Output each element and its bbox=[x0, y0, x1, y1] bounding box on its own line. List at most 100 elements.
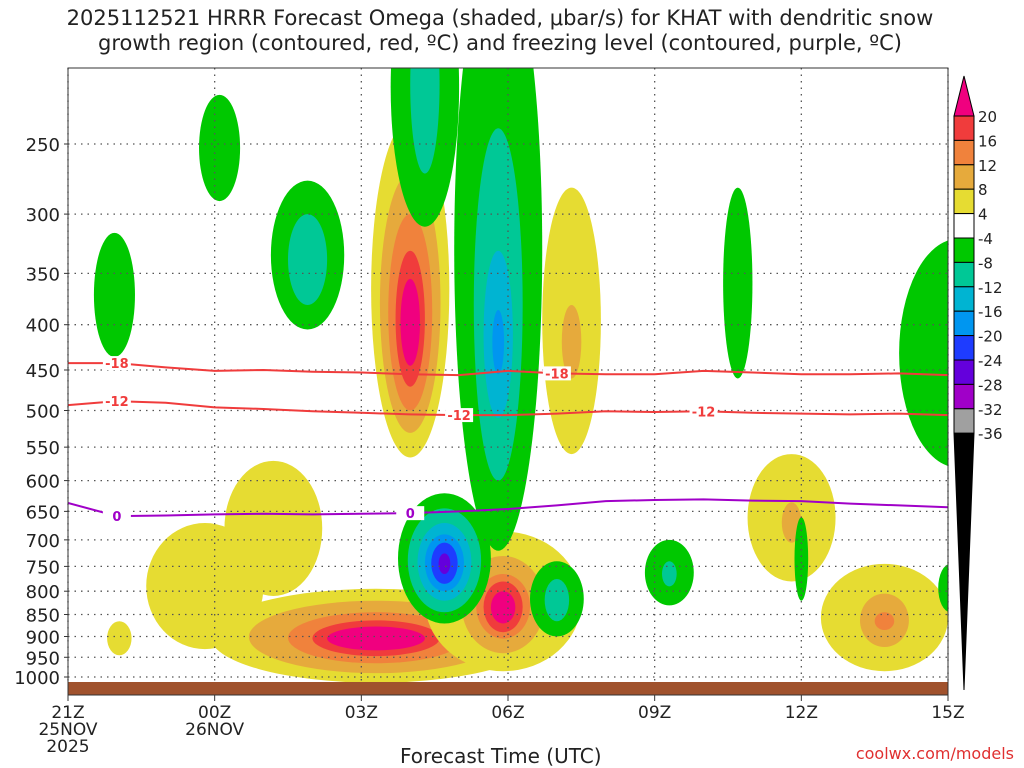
dgz-upper-label-1: -18 bbox=[545, 367, 569, 382]
upward-cell-upper-right-level-1 bbox=[561, 304, 582, 379]
dgz-lower-label-bg-2 bbox=[689, 404, 718, 419]
colorbar-label-7: -12 bbox=[978, 279, 1003, 297]
downward-cell-right-edge-level-0 bbox=[899, 240, 948, 466]
downward-cell-left bbox=[93, 232, 135, 357]
colorbar-label-9: -20 bbox=[978, 328, 1003, 346]
ytick-label-1000: 1000 bbox=[14, 668, 60, 689]
freezing-level-label-0: 0 bbox=[112, 510, 121, 525]
upward-cell-low-left-level-4 bbox=[327, 626, 425, 651]
downward-cell-0600-column-level-3 bbox=[492, 310, 505, 375]
dgz-upper-label-bg-0 bbox=[102, 356, 131, 371]
y-axis: 2503003504004505005506006507007508008509… bbox=[14, 135, 68, 689]
colorbar-bin-2 bbox=[953, 139, 975, 166]
upward-cell-small-left-level-0 bbox=[107, 621, 132, 656]
dgz-lower-label-bg-0 bbox=[102, 394, 131, 409]
colorbar-label-8: -16 bbox=[978, 303, 1003, 321]
dgz-lower-label-1: -12 bbox=[447, 409, 471, 424]
ytick-label-500: 500 bbox=[26, 402, 60, 423]
freezing-level-label-bg-1 bbox=[396, 506, 425, 521]
downward-cell-right-low-level-0 bbox=[938, 564, 948, 612]
downward-cell-low-mid bbox=[398, 493, 491, 624]
x-axis-label: Forecast Time (UTC) bbox=[400, 744, 602, 768]
downward-cell-1000 bbox=[723, 187, 753, 379]
freezing-level-label-bg-0 bbox=[102, 509, 131, 524]
dgz-upper-line bbox=[68, 362, 948, 377]
ytick-label-750: 750 bbox=[26, 557, 60, 578]
xtick-label-09Z-0: 09Z bbox=[638, 703, 671, 723]
title-line-2: growth region (contoured, red, ºC) and f… bbox=[98, 31, 902, 55]
ytick-label-350: 350 bbox=[26, 264, 60, 285]
ytick-label-300: 300 bbox=[26, 205, 60, 226]
downward-cell-upper-mid bbox=[270, 180, 345, 330]
xtick-label-21Z-0: 21Z bbox=[51, 703, 84, 723]
downward-cell-top-left-level-0 bbox=[199, 94, 241, 202]
downward-cell-0700 bbox=[530, 561, 584, 637]
title-line-1: 2025112521 HRRR Forecast Omega (shaded, … bbox=[66, 6, 934, 30]
colorbar-bin-3 bbox=[953, 164, 975, 190]
downward-cell-top bbox=[390, 68, 460, 227]
downward-cell-0700-level-1 bbox=[544, 578, 570, 622]
colorbar-bin-12 bbox=[953, 383, 975, 410]
colorbar-bin-13 bbox=[953, 408, 975, 434]
dgz-upper-label-bg-1 bbox=[542, 366, 571, 381]
colorbar-label-5: -4 bbox=[978, 230, 993, 248]
dgz-upper-label-0: -18 bbox=[105, 357, 129, 372]
downward-cell-right-edge bbox=[899, 240, 948, 466]
upward-cell-1300 bbox=[820, 563, 948, 672]
xtick-label-00Z-1: 26NOV bbox=[185, 720, 244, 740]
colorbar-label-0: 20 bbox=[978, 108, 997, 126]
ytick-label-800: 800 bbox=[26, 582, 60, 603]
downward-cell-0900-level-1 bbox=[662, 561, 677, 587]
xtick-label-00Z-0: 00Z bbox=[198, 703, 231, 723]
colorbar-bin-11 bbox=[953, 359, 975, 385]
colorbar-bin-9 bbox=[953, 310, 975, 337]
ytick-label-700: 700 bbox=[26, 531, 60, 552]
xtick-label-12Z-0: 12Z bbox=[785, 703, 818, 723]
colorbar-bottom-arrow bbox=[953, 432, 975, 691]
downward-cell-low-mid-level-5 bbox=[438, 553, 451, 575]
ytick-label-950: 950 bbox=[26, 648, 60, 669]
ytick-label-250: 250 bbox=[26, 135, 60, 156]
isotherm-contours: -18 -18 -12 -12 -12 0 0 bbox=[68, 356, 948, 525]
ytick-label-550: 550 bbox=[26, 438, 60, 459]
dgz-lower-label-0: -12 bbox=[105, 395, 129, 410]
downward-cell-0600-column bbox=[454, 68, 543, 551]
upward-cell-1100 bbox=[747, 454, 836, 582]
downward-cell-1200 bbox=[794, 517, 809, 601]
ytick-label-450: 450 bbox=[26, 361, 60, 382]
colorbar-bin-10 bbox=[953, 335, 975, 361]
colorbar-label-1: 16 bbox=[978, 132, 997, 150]
colorbar-label-12: -32 bbox=[978, 401, 1003, 419]
xtick-label-15Z-0: 15Z bbox=[931, 703, 964, 723]
ytick-label-900: 900 bbox=[26, 627, 60, 648]
freezing-level-label-1: 0 bbox=[406, 507, 415, 522]
ytick-label-400: 400 bbox=[26, 316, 60, 337]
colorbar-bin-5 bbox=[953, 213, 975, 239]
colorbar-label-11: -28 bbox=[978, 376, 1003, 394]
downward-cell-0900 bbox=[644, 539, 694, 606]
colorbar-bin-4 bbox=[953, 188, 975, 215]
dgz-lower-line bbox=[68, 400, 948, 417]
credit-link[interactable]: coolwx.com/models bbox=[855, 744, 1014, 763]
colorbar: 20 16 12 8 4 -4 -8 -12 -16 -20 -24 -28 -32 -36 bbox=[953, 75, 1003, 691]
upward-cell-left-mid-level-0 bbox=[224, 460, 323, 596]
upward-cell-upper-right bbox=[542, 187, 601, 455]
freezing-level-line bbox=[68, 498, 948, 518]
colorbar-label-3: 8 bbox=[978, 181, 988, 199]
upward-cell-0600-level-4 bbox=[490, 591, 516, 624]
ground-strip bbox=[68, 682, 948, 695]
downward-cell-left-level-0 bbox=[93, 232, 135, 357]
upward-cell-mid-upper-level-4 bbox=[400, 278, 420, 366]
omega-shading bbox=[93, 68, 948, 682]
colorbar-label-13: -36 bbox=[978, 425, 1003, 443]
upward-cell-1300-level-2 bbox=[874, 612, 895, 631]
chart-title: 2025112521 HRRR Forecast Omega (shaded, … bbox=[0, 6, 1000, 56]
downward-cell-top-level-1 bbox=[410, 68, 440, 174]
colorbar-bin-8 bbox=[953, 286, 975, 312]
ytick-label-650: 650 bbox=[26, 502, 60, 523]
xtick-label-06Z-0: 06Z bbox=[491, 703, 524, 723]
colorbar-label-2: 12 bbox=[978, 157, 997, 175]
colorbar-label-4: 4 bbox=[978, 206, 988, 224]
xtick-label-03Z-0: 03Z bbox=[345, 703, 378, 723]
